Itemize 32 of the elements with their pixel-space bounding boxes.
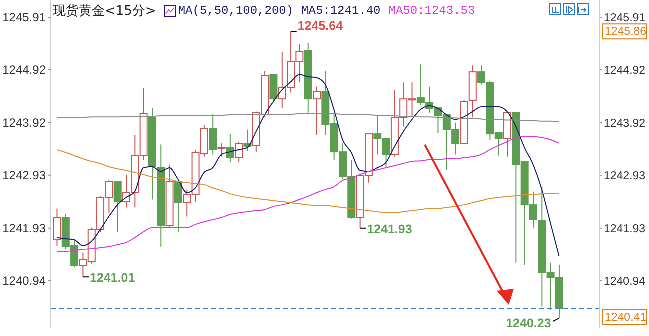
y2-tick-label: 1245.91 [604,12,646,25]
candlestick [114,181,122,234]
candlestick [313,86,322,136]
y-tick-label: 1242.93 [2,168,46,183]
y-tick-label: 1240.94 [2,274,46,288]
annotation: 1240.23 [506,316,552,330]
candlestick [226,134,234,164]
annotation: 1245.64 [298,18,344,33]
annotation: 1241.01 [90,271,136,286]
text: MA50:1243.53 [388,4,476,18]
annotation: 1241.93 [367,222,412,236]
line-series [56,149,560,214]
y-tick-label: 1244.92 [2,63,46,78]
y-tick-label: 1243.92 [2,116,46,130]
text: MA5:1241.40 [302,4,381,18]
ref-line-label: 1240.41 [605,312,647,324]
candlestick [244,129,252,152]
y2-tick-label: 1240.94 [604,276,646,288]
chart-subtitle: MA(5,50,100,200) [178,4,294,18]
y2-tick-label: 1241.93 [604,223,646,236]
y2-tick-label: 1242.93 [604,170,646,182]
chart-title: 现货黄金<15分> [53,3,156,20]
y-tick-label: 1241.93 [2,222,46,236]
y2-tick-label: 1244.92 [604,65,646,78]
candlestick [218,143,226,158]
candlestick [53,208,62,246]
y2-tick-label: 1243.92 [604,118,646,130]
y-tick-label: 1245.91 [2,10,46,25]
candlestick [235,142,244,164]
candlestick [209,113,218,156]
text: 1245.86 [605,26,647,38]
candlestick [174,181,182,234]
